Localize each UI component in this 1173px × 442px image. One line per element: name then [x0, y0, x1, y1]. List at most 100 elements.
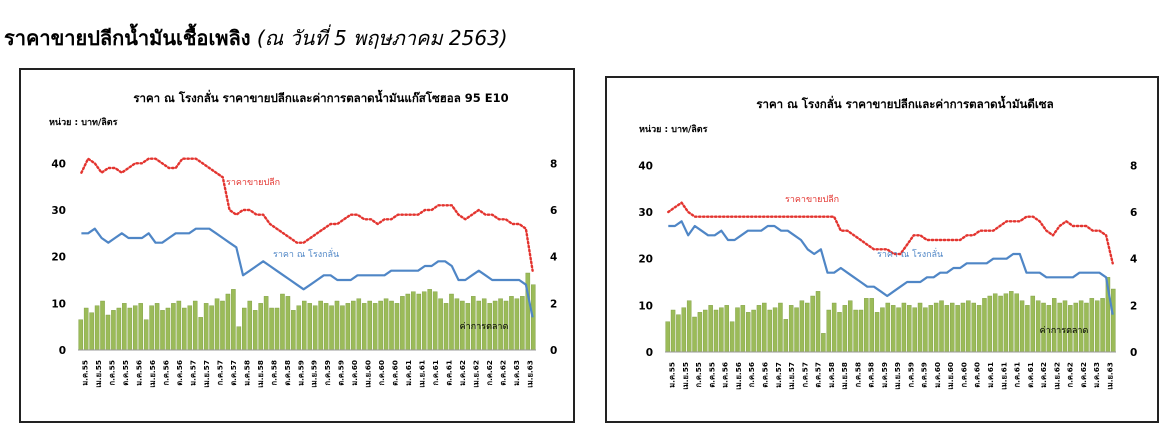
margin-bar: [78, 319, 83, 351]
margin-bar: [291, 310, 296, 351]
margin-bar: [111, 310, 116, 351]
margin-bar: [296, 305, 302, 351]
unit-label: หน่วย : บาท/ลิตร: [49, 117, 118, 128]
y-left-tick-label: 0: [646, 347, 653, 359]
x-tick-label: ม.ค.61: [404, 360, 413, 386]
margin-bar: [269, 307, 274, 351]
margin-bar: [955, 305, 960, 353]
margin-bar: [842, 305, 848, 353]
margin-bar: [100, 300, 105, 351]
margin-bar: [933, 302, 939, 353]
margin-bar: [302, 300, 307, 351]
margin-bar: [105, 314, 111, 351]
margin-bar: [692, 316, 697, 353]
x-tick-label: ต.ค.62: [1079, 362, 1088, 388]
x-tick-label: ก.ค.58: [269, 360, 278, 385]
x-tick-label: ม.ค.56: [135, 360, 144, 386]
margin-bar: [708, 305, 713, 353]
margin-bar: [356, 298, 362, 351]
margin-bar: [971, 302, 976, 353]
y-left-tick-label: 10: [638, 300, 653, 312]
x-tick-label: เม.ย.56: [148, 360, 157, 388]
margin-bar: [907, 305, 912, 353]
margin-bar: [966, 300, 971, 353]
margin-bar: [799, 300, 805, 353]
margin-bar: [83, 307, 89, 351]
margin-bar: [323, 303, 329, 351]
chart-title: ราคา ณ โรงกลั่น ราคาขายปลีกและค่าการตลาด…: [133, 89, 508, 105]
margin-series-label: ค่าการตลาด: [1040, 326, 1089, 336]
x-tick-label: เม.ย.58: [840, 362, 849, 390]
x-tick-label: ต.ค.59: [337, 360, 346, 386]
margin-bar: [885, 302, 891, 353]
retail-price-line: [80, 157, 534, 272]
margin-bar: [383, 298, 389, 351]
x-tick-label: ต.ค.55: [121, 360, 130, 386]
margin-bar: [998, 295, 1003, 353]
margin-bar: [411, 291, 416, 351]
margin-bar: [187, 305, 193, 351]
x-tick-label: เม.ย.61: [418, 360, 427, 388]
margin-bar: [858, 309, 864, 353]
x-tick-label: ก.ค.56: [162, 360, 171, 385]
x-tick-label: ต.ค.60: [973, 362, 982, 388]
margin-bar: [686, 300, 692, 353]
x-tick-label: ก.ค.58: [853, 362, 862, 387]
margin-bar: [198, 317, 203, 351]
x-tick-label: ม.ค.59: [296, 360, 305, 386]
x-tick-label: ม.ค.58: [827, 362, 836, 388]
margin-bar: [171, 303, 176, 351]
margin-bar: [982, 298, 987, 353]
margin-bar: [1100, 298, 1105, 353]
x-tick-label: ต.ค.59: [920, 362, 929, 388]
x-tick-label: เม.ย.57: [202, 360, 211, 388]
margin-bar: [394, 303, 400, 351]
margin-bar: [220, 300, 225, 351]
y-right-tick-label: 4: [1130, 254, 1137, 266]
x-tick-label: ก.ค.57: [215, 360, 224, 385]
plant-price-line: [81, 227, 534, 318]
margin-bar: [783, 319, 789, 353]
margin-bar: [182, 307, 187, 351]
plant-series-label: ราคา ณ โรงกลั่น: [877, 247, 943, 260]
margin-bar: [912, 307, 917, 353]
margin-bar: [192, 300, 198, 351]
x-tick-label: เม.ย.55: [681, 362, 690, 390]
x-tick-label: ม.ค.59: [880, 362, 889, 388]
margin-bar: [225, 293, 231, 351]
x-tick-label: เม.ย.55: [94, 360, 103, 388]
margin-bar: [676, 314, 681, 353]
x-tick-label: ก.ค.60: [377, 360, 386, 385]
y-right-tick-label: 4: [550, 252, 557, 264]
margin-bar: [361, 303, 367, 351]
margin-bar: [367, 300, 372, 351]
page-title-date: (ณ วันที่ 5 พฤษภาคม 2563): [256, 26, 508, 50]
margin-bar: [274, 307, 280, 351]
margin-bar: [826, 309, 831, 353]
margin-series-label: ค่าการตลาด: [460, 322, 509, 332]
page-title: ราคาขายปลีกน้ำมันเชื้อเพลิง (ณ วันที่ 5 …: [4, 22, 508, 54]
x-tick-label: เม.ย.61: [999, 362, 1008, 390]
margin-bar: [143, 319, 149, 351]
margin-bar: [992, 293, 998, 353]
y-left-tick-label: 20: [51, 252, 66, 264]
x-tick-label: ต.ค.55: [707, 362, 716, 388]
margin-bar: [831, 302, 837, 353]
margin-bar: [869, 298, 874, 353]
margin-bar: [1030, 295, 1036, 353]
margin-bar: [735, 307, 740, 353]
y-right-tick-label: 8: [1130, 160, 1137, 172]
margin-bar: [421, 291, 427, 351]
margin-bar: [928, 305, 934, 353]
margin-bar: [372, 303, 378, 351]
x-tick-label: เม.ย.63: [525, 360, 534, 388]
margin-bar: [1089, 298, 1095, 353]
x-tick-label: ม.ค.63: [1092, 362, 1101, 388]
x-tick-label: ก.ค.55: [694, 362, 703, 387]
margin-bar: [209, 305, 214, 351]
y-right-tick-label: 6: [1130, 207, 1137, 219]
x-tick-label: เม.ย.63: [1105, 362, 1114, 390]
diesel-chart: ราคา ณ โรงกลั่น ราคาขายปลีกและค่าการตลาด…: [605, 76, 1159, 423]
y-right-tick-label: 8: [550, 158, 557, 170]
x-tick-label: ต.ค.56: [175, 360, 184, 386]
